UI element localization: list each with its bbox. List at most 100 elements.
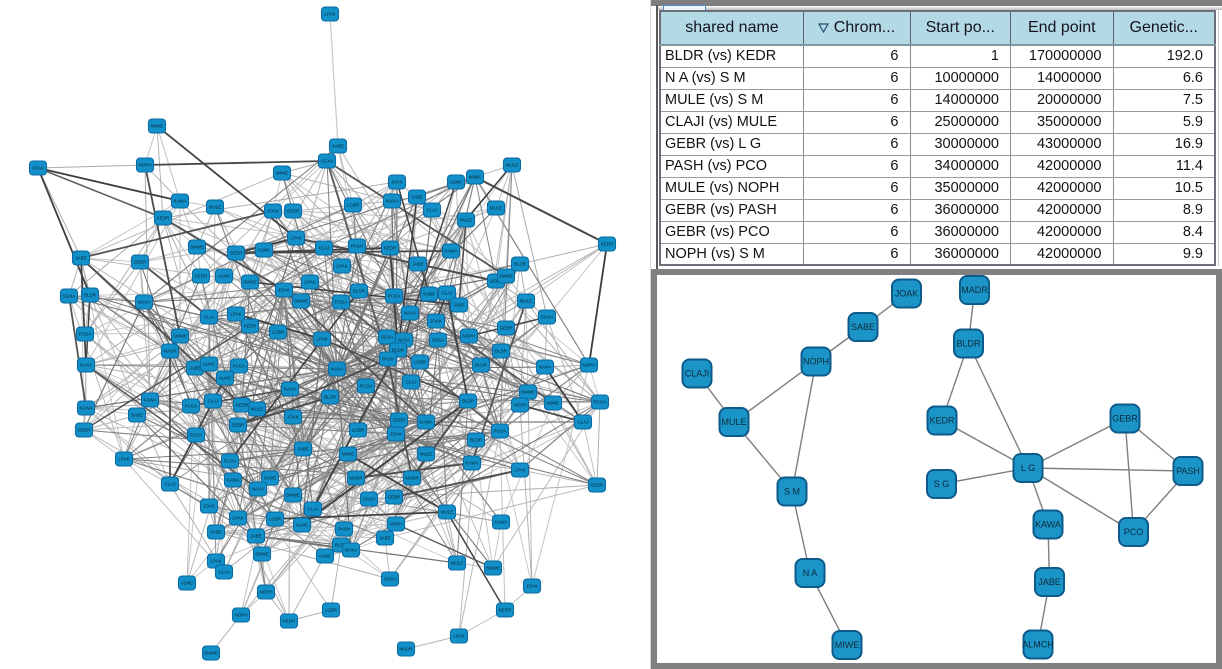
svg-text:PCOA: PCOA	[190, 433, 203, 438]
svg-text:ALMC: ALMC	[296, 523, 309, 528]
svg-text:JABE: JABE	[379, 536, 390, 541]
svg-text:KEDR: KEDR	[157, 216, 170, 221]
svg-text:LPAK: LPAK	[290, 236, 301, 241]
svg-text:KEDR: KEDR	[195, 274, 208, 279]
svg-text:SABE: SABE	[131, 413, 143, 418]
svg-text:BLDR: BLDR	[335, 543, 348, 548]
svg-text:JABE: JABE	[250, 534, 261, 539]
svg-text:SABE: SABE	[210, 530, 222, 535]
svg-text:MULE: MULE	[441, 510, 454, 515]
svg-text:JOAK: JOAK	[278, 288, 290, 293]
svg-text:BLDR: BLDR	[475, 363, 488, 368]
svg-text:JOAK: JOAK	[287, 415, 299, 420]
svg-text:LPAK: LPAK	[324, 12, 335, 17]
svg-text:JOAK: JOAK	[267, 209, 279, 214]
svg-text:PCOA: PCOA	[224, 459, 237, 464]
svg-text:MULE: MULE	[506, 163, 519, 168]
svg-text:N A: N A	[803, 568, 818, 578]
svg-text:GEBR: GEBR	[591, 483, 605, 488]
svg-text:SGXA: SGXA	[363, 497, 376, 502]
svg-text:KEDR: KEDR	[929, 416, 955, 426]
svg-text:MULE: MULE	[721, 417, 746, 427]
svg-text:KEDR: KEDR	[244, 324, 257, 329]
svg-text:BLDR: BLDR	[495, 349, 508, 354]
svg-text:NOPH: NOPH	[234, 613, 247, 618]
svg-text:BLDR: BLDR	[84, 293, 97, 298]
svg-text:SMWE: SMWE	[173, 334, 187, 339]
svg-text:PCOA: PCOA	[185, 404, 198, 409]
svg-text:SGXA: SGXA	[432, 338, 445, 343]
svg-text:BLDR: BLDR	[956, 339, 981, 349]
svg-text:SMWE: SMWE	[255, 552, 269, 557]
svg-text:L G: L G	[1021, 463, 1035, 473]
svg-text:SABE: SABE	[411, 195, 423, 200]
svg-text:MADR: MADR	[961, 285, 988, 295]
svg-text:CLAJ: CLAJ	[203, 315, 214, 320]
svg-text:BLDR: BLDR	[324, 395, 337, 400]
svg-text:NAXA: NAXA	[284, 387, 296, 392]
svg-text:MIWE: MIWE	[342, 452, 354, 457]
svg-text:BLDR: BLDR	[392, 348, 405, 353]
svg-text:GEBR: GEBR	[134, 260, 148, 265]
svg-text:GEBR: GEBR	[287, 209, 301, 214]
svg-text:MULE: MULE	[490, 206, 503, 211]
svg-text:CLAJ: CLAJ	[405, 380, 416, 385]
svg-text:ALMC: ALMC	[181, 581, 194, 586]
svg-text:CLAJ: CLAJ	[426, 208, 437, 213]
svg-text:JOAK: JOAK	[895, 289, 919, 299]
svg-text:CLAJ: CLAJ	[207, 399, 218, 404]
svg-text:KAWA: KAWA	[495, 520, 508, 525]
svg-text:KAWA: KAWA	[144, 398, 157, 403]
svg-text:SMWE: SMWE	[286, 493, 300, 498]
svg-text:LPAK: LPAK	[453, 634, 464, 639]
svg-text:S G: S G	[934, 479, 950, 489]
svg-text:JABE: JABE	[189, 366, 200, 371]
svg-text:ALMC: ALMC	[319, 554, 332, 559]
svg-text:MULE: MULE	[420, 452, 433, 457]
svg-text:GEBR: GEBR	[388, 495, 402, 500]
svg-text:KAWA: KAWA	[466, 461, 479, 466]
svg-text:ALMCH: ALMCH	[1022, 640, 1054, 650]
svg-text:LPAK: LPAK	[118, 457, 129, 462]
svg-text:LPAK: LPAK	[304, 280, 315, 285]
svg-text:MULE: MULE	[251, 407, 264, 412]
svg-text:SGXA: SGXA	[384, 577, 397, 582]
svg-text:CLAJ: CLAJ	[164, 482, 175, 487]
svg-text:NAXA: NAXA	[386, 199, 398, 204]
svg-text:LGBR: LGBR	[325, 608, 338, 613]
svg-text:MIWE: MIWE	[835, 640, 860, 650]
svg-text:CLAJ: CLAJ	[577, 420, 588, 425]
svg-text:JOAK: JOAK	[526, 584, 538, 589]
svg-text:SABE: SABE	[423, 292, 435, 297]
svg-text:MIWE: MIWE	[469, 175, 481, 180]
svg-text:GEBR: GEBR	[500, 326, 514, 331]
svg-text:PCOA: PCOA	[335, 300, 348, 305]
svg-text:NOPH: NOPH	[582, 363, 595, 368]
svg-text:PCOA: PCOA	[233, 364, 246, 369]
svg-text:NOPH: NOPH	[513, 403, 526, 408]
svg-text:ALMC: ALMC	[450, 180, 463, 185]
svg-text:CLAJI: CLAJI	[685, 369, 710, 379]
svg-text:GEBR: GEBR	[232, 423, 246, 428]
svg-text:MADR: MADR	[163, 349, 177, 354]
svg-text:KEDR: KEDR	[384, 246, 397, 251]
svg-text:LGBR: LGBR	[352, 428, 365, 433]
svg-text:KAWA: KAWA	[445, 249, 458, 254]
svg-text:SMWE: SMWE	[486, 566, 500, 571]
svg-text:JOAK: JOAK	[391, 180, 403, 185]
svg-text:CLAJ: CLAJ	[441, 291, 452, 296]
svg-text:SMWE: SMWE	[243, 280, 257, 285]
svg-text:GEBR: GEBR	[1112, 414, 1138, 424]
svg-text:NAXA: NAXA	[539, 365, 551, 370]
svg-text:ALMC: ALMC	[203, 362, 216, 367]
svg-text:BLDR: BLDR	[353, 289, 366, 294]
svg-text:LPAK: LPAK	[336, 264, 347, 269]
svg-text:LPAK: LPAK	[230, 312, 241, 317]
svg-text:SGXA: SGXA	[63, 294, 76, 299]
svg-text:SABE: SABE	[332, 144, 344, 149]
svg-text:PASH: PASH	[338, 527, 350, 532]
svg-text:PCOA: PCOA	[494, 429, 507, 434]
svg-text:KAWA: KAWA	[227, 478, 240, 483]
svg-text:NAXA: NAXA	[398, 338, 410, 343]
svg-text:MULE: MULE	[460, 218, 473, 223]
